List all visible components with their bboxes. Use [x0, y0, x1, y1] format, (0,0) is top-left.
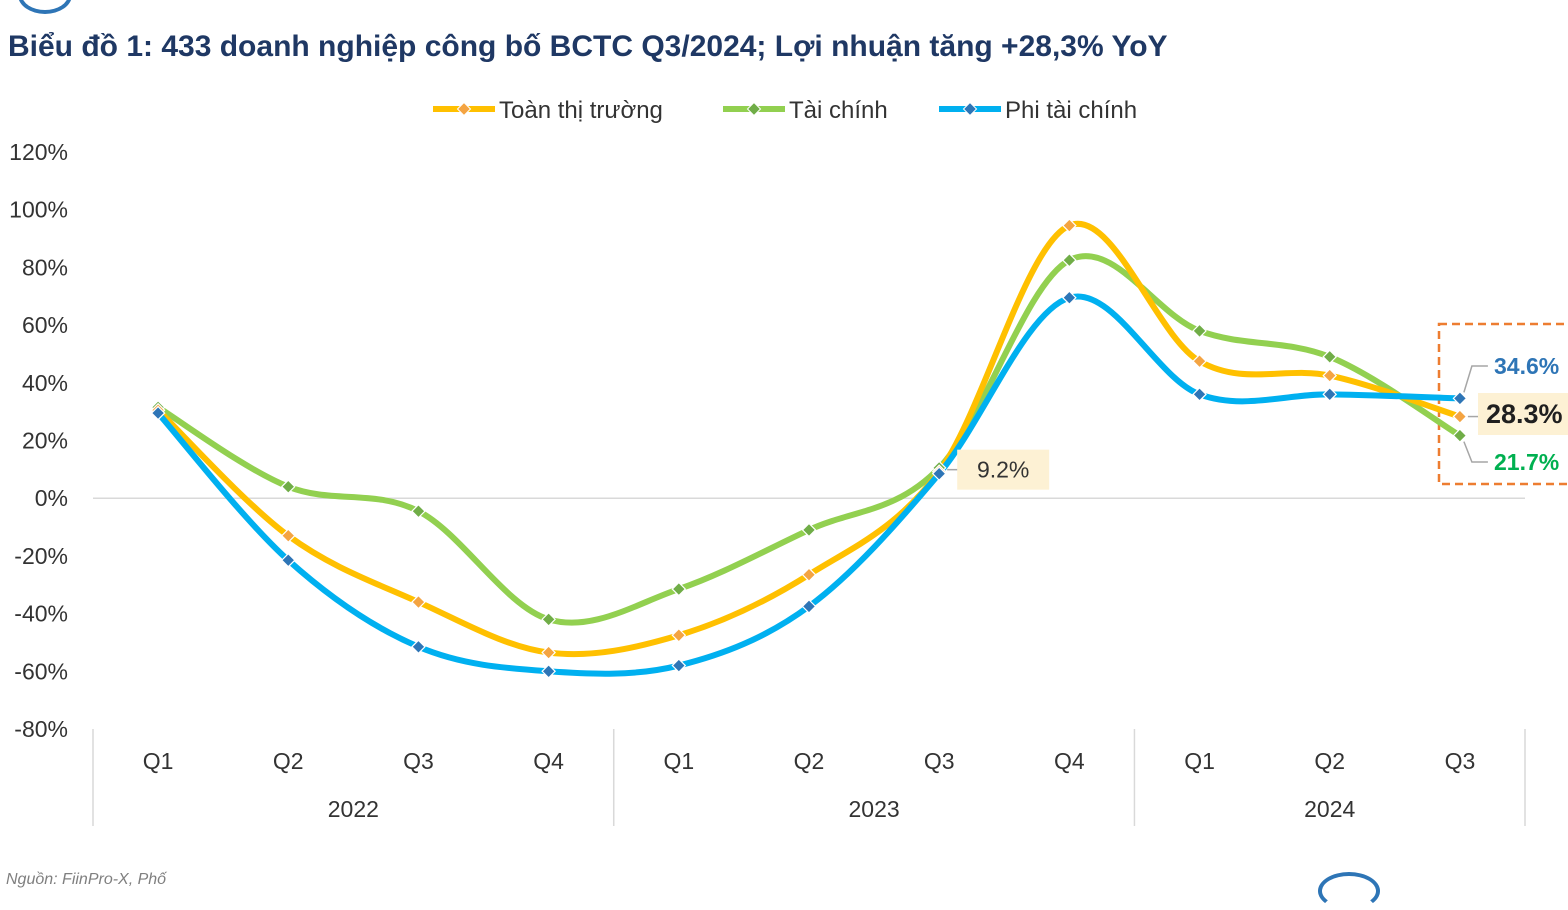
y-tick-label: -60%: [14, 658, 68, 684]
data-point-marker: [1452, 409, 1468, 424]
annotation-label-toan-thi-truong: 28.3%: [1486, 399, 1563, 429]
y-tick-label: 20%: [22, 428, 68, 454]
data-point-marker: [280, 528, 296, 544]
y-tick-label: 100%: [9, 197, 68, 223]
data-point-marker: [280, 552, 296, 568]
data-point-marker: [280, 479, 296, 495]
annotation-box: [1478, 393, 1568, 435]
series-line: [155, 293, 1463, 677]
data-point-marker: [541, 663, 556, 679]
legend-label: Phi tài chính: [1005, 97, 1137, 124]
y-tick-label: 120%: [9, 139, 68, 165]
y-tick-label: 80%: [22, 254, 68, 280]
series-line: [155, 253, 1463, 626]
data-point-marker: [150, 405, 166, 421]
data-point-marker: [671, 627, 687, 643]
legend-label: Toàn thị trường: [499, 97, 663, 124]
data-point-marker: [1322, 368, 1338, 383]
data-point-marker: [411, 503, 426, 519]
y-tick-label: 40%: [22, 370, 68, 396]
data-point-marker: [411, 639, 426, 655]
x-tick-label: Q3: [403, 748, 434, 774]
legend-marker: [456, 101, 472, 117]
y-tick-label: -20%: [14, 543, 68, 569]
brand-logo-bottom: [1318, 872, 1380, 910]
x-tick-label: Q2: [1314, 748, 1345, 774]
data-point-marker: [801, 567, 817, 583]
annotation-label-tai-chinh: 21.7%: [1494, 449, 1559, 475]
x-tick-label: Q2: [794, 748, 825, 774]
data-point-marker: [1062, 252, 1077, 268]
x-tick-label: Q1: [663, 748, 694, 774]
x-tick-label: Q3: [924, 748, 955, 774]
data-point-marker: [1322, 349, 1338, 365]
annotation-leader: [1463, 441, 1488, 463]
data-point-marker: [541, 645, 556, 660]
x-tick-label: Q2: [273, 748, 304, 774]
x-group-label: 2024: [1304, 796, 1355, 822]
data-point-marker: [1192, 323, 1207, 339]
legend-marker: [746, 101, 762, 117]
chart-title: Biểu đồ 1: 433 doanh nghiệp công bố BCTC…: [8, 30, 1168, 63]
y-tick-label: 0%: [35, 485, 68, 511]
data-point-marker: [1192, 386, 1207, 402]
x-tick-label: Q1: [1184, 748, 1215, 774]
data-point-marker: [541, 612, 556, 627]
x-tick-label: Q4: [1054, 748, 1085, 774]
legend-marker: [962, 101, 978, 117]
annotation-box: [957, 449, 1050, 490]
x-tick-label: Q1: [143, 748, 174, 774]
data-point-marker: [1062, 218, 1077, 233]
data-point-marker: [1062, 290, 1077, 306]
legend-label: Tài chính: [789, 97, 888, 124]
highlight-box: [1437, 322, 1568, 486]
x-tick-label: Q3: [1445, 748, 1476, 774]
annotation-label: 9.2%: [977, 457, 1029, 483]
x-group-label: 2022: [328, 796, 379, 822]
data-point-marker: [1192, 353, 1207, 369]
data-point-marker: [411, 594, 426, 610]
data-point-marker: [671, 658, 687, 673]
data-point-marker: [801, 522, 817, 538]
x-tick-label: Q4: [533, 748, 564, 774]
annotation-label-phi-tai-chinh: 34.6%: [1494, 353, 1559, 379]
data-point-marker: [931, 466, 947, 482]
data-point-marker: [1452, 428, 1468, 443]
data-point-marker: [801, 599, 817, 614]
y-tick-label: -40%: [14, 601, 68, 627]
series-line: [155, 220, 1463, 658]
line-chart: 120% 100% 80% 60% 40% 20% 0% -20% -40% -60% -80% 20…: [9, 97, 1568, 826]
source-note: Nguồn: FiinPro-X, Phố: [6, 871, 167, 888]
data-point-marker: [1322, 386, 1338, 402]
annotation-leader: [1463, 365, 1488, 393]
data-point-marker: [1452, 391, 1468, 406]
data-point-marker: [671, 581, 687, 597]
y-tick-label: 60%: [22, 312, 68, 338]
x-group-label: 2023: [849, 796, 900, 822]
y-tick-label: -80%: [14, 716, 68, 742]
